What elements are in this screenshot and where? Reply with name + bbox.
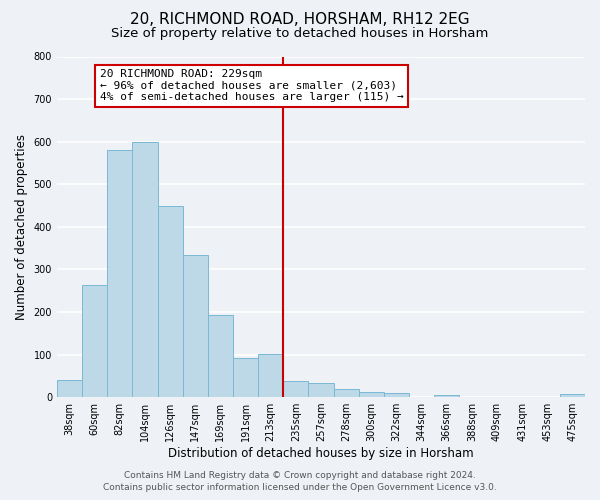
- Bar: [182, 256, 208, 397]
- Bar: [133, 142, 158, 397]
- Bar: [57, 380, 82, 397]
- Bar: [434, 395, 459, 397]
- Bar: [208, 315, 233, 397]
- Bar: [384, 393, 409, 397]
- Bar: [258, 354, 283, 397]
- Bar: [107, 150, 133, 397]
- Bar: [334, 388, 359, 397]
- Bar: [82, 285, 107, 397]
- Bar: [308, 384, 334, 397]
- Text: 20 RICHMOND ROAD: 229sqm
← 96% of detached houses are smaller (2,603)
4% of semi: 20 RICHMOND ROAD: 229sqm ← 96% of detach…: [100, 70, 403, 102]
- Bar: [560, 394, 585, 397]
- Bar: [283, 382, 308, 397]
- Bar: [158, 206, 182, 397]
- Y-axis label: Number of detached properties: Number of detached properties: [15, 134, 28, 320]
- Bar: [359, 392, 384, 397]
- Bar: [233, 358, 258, 397]
- X-axis label: Distribution of detached houses by size in Horsham: Distribution of detached houses by size …: [168, 447, 474, 460]
- Text: Contains HM Land Registry data © Crown copyright and database right 2024.
Contai: Contains HM Land Registry data © Crown c…: [103, 471, 497, 492]
- Text: Size of property relative to detached houses in Horsham: Size of property relative to detached ho…: [112, 28, 488, 40]
- Text: 20, RICHMOND ROAD, HORSHAM, RH12 2EG: 20, RICHMOND ROAD, HORSHAM, RH12 2EG: [130, 12, 470, 28]
